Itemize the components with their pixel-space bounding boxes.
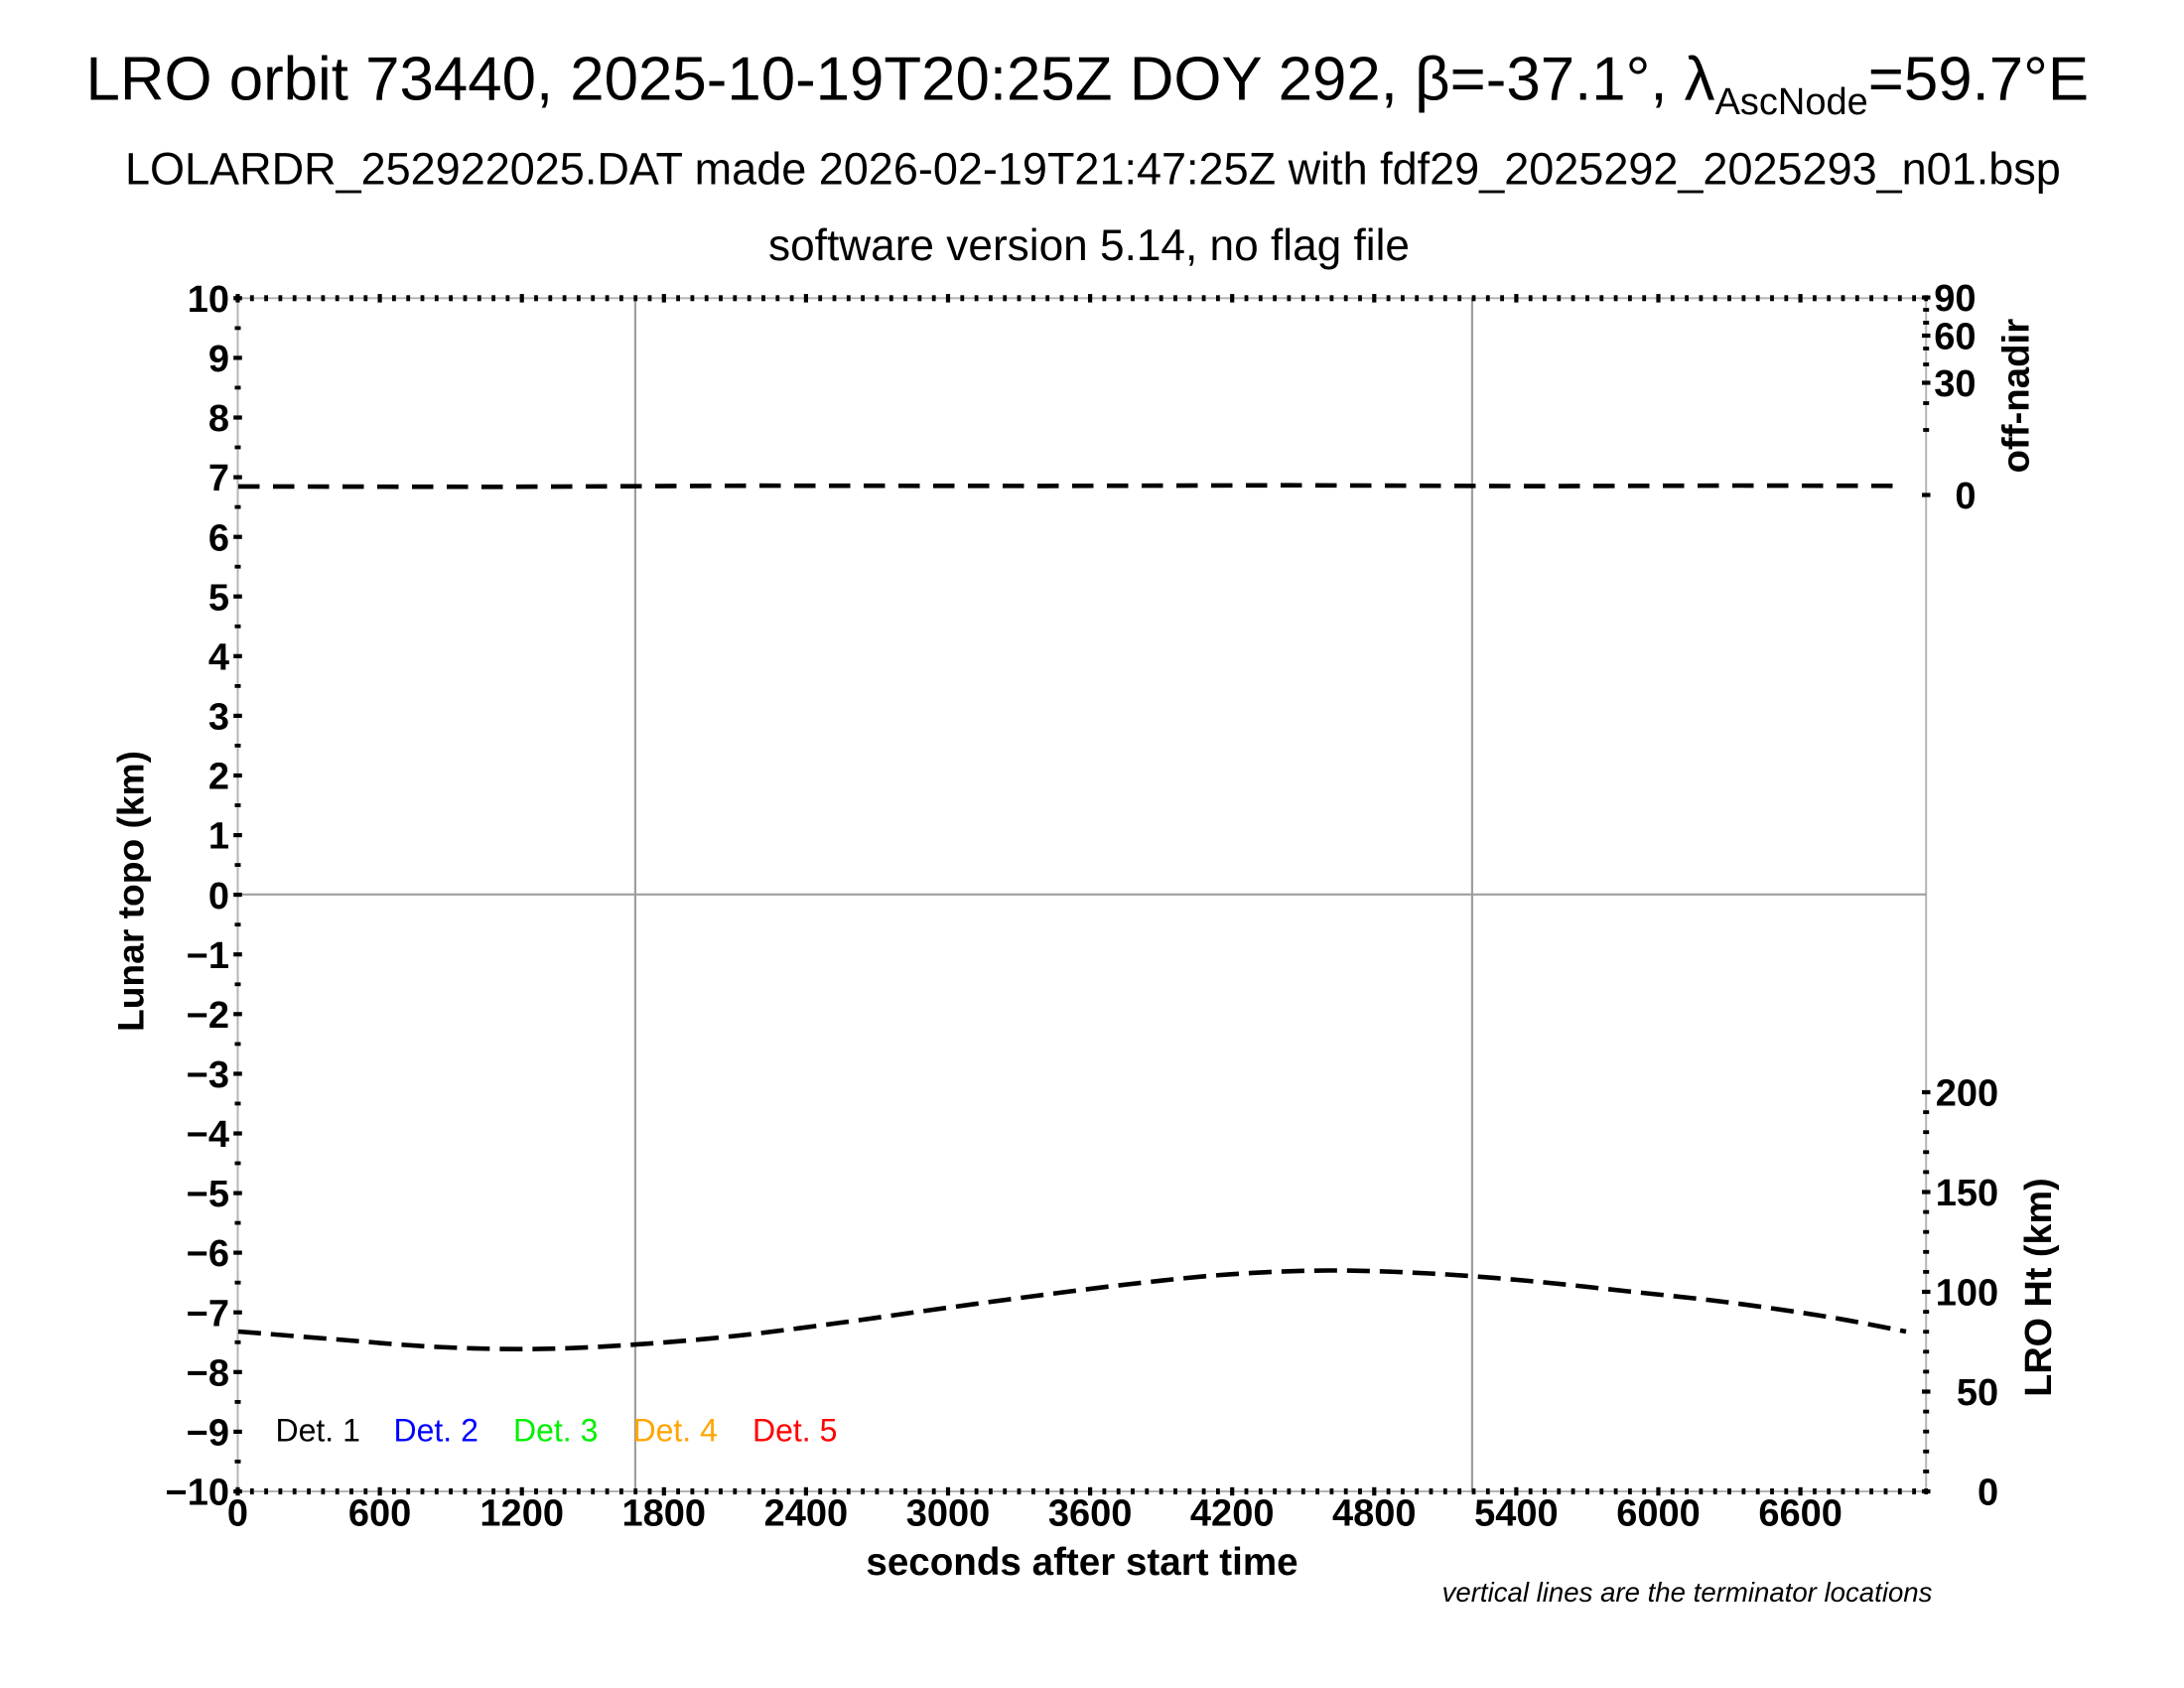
svg-text:−10: −10 [166,1473,229,1514]
svg-text:Det. 5: Det. 5 [752,1413,837,1449]
svg-text:4: 4 [208,636,229,678]
svg-text:−8: −8 [187,1352,229,1394]
svg-text:10: 10 [188,279,229,321]
svg-text:4200: 4200 [1190,1492,1275,1534]
svg-text:4800: 4800 [1332,1492,1417,1534]
svg-text:3: 3 [208,697,229,739]
svg-text:−1: −1 [187,935,229,977]
svg-text:90: 90 [1934,278,1976,320]
svg-text:seconds after start time: seconds after start time [866,1541,1297,1584]
svg-text:software version 5.14, no flag: software version 5.14, no flag file [768,221,1410,270]
svg-text:60: 60 [1934,317,1976,358]
svg-text:−2: −2 [187,995,229,1037]
svg-text:−4: −4 [187,1114,229,1156]
svg-text:Det. 4: Det. 4 [633,1413,718,1449]
svg-text:Det. 3: Det. 3 [513,1413,598,1449]
svg-text:100: 100 [1936,1273,1998,1315]
svg-text:Det. 1: Det. 1 [276,1413,360,1449]
svg-text:LOLARDR_252922025.DAT made 202: LOLARDR_252922025.DAT made 2026-02-19T21… [125,143,2061,194]
svg-text:3600: 3600 [1048,1492,1133,1534]
svg-text:200: 200 [1936,1073,1998,1115]
svg-text:1800: 1800 [622,1492,707,1534]
svg-text:off-nadir: off-nadir [1995,319,2038,474]
svg-text:6600: 6600 [1758,1492,1843,1534]
svg-text:0: 0 [227,1492,248,1534]
svg-text:30: 30 [1934,363,1976,405]
svg-text:1: 1 [208,816,229,858]
svg-text:1200: 1200 [479,1492,564,1534]
svg-text:0: 0 [208,876,229,917]
svg-text:LRO Ht (km): LRO Ht (km) [2018,1178,2060,1396]
svg-text:2400: 2400 [764,1492,849,1534]
svg-text:3000: 3000 [906,1492,991,1534]
svg-text:600: 600 [348,1492,411,1534]
svg-text:8: 8 [208,398,229,440]
svg-text:150: 150 [1936,1173,1998,1214]
svg-text:0: 0 [1955,476,1976,517]
svg-text:6000: 6000 [1616,1492,1701,1534]
svg-text:5: 5 [208,577,229,619]
svg-text:Det. 2: Det. 2 [394,1413,478,1449]
svg-text:0: 0 [1978,1473,1998,1514]
svg-text:−7: −7 [187,1293,229,1335]
svg-text:vertical lines are the termina: vertical lines are the terminator locati… [1442,1577,1933,1608]
svg-text:6: 6 [208,517,229,559]
svg-text:9: 9 [208,339,229,380]
svg-text:−3: −3 [187,1055,229,1096]
svg-text:50: 50 [1957,1372,1998,1414]
svg-text:−9: −9 [187,1413,229,1455]
svg-text:−5: −5 [187,1174,229,1215]
svg-text:5400: 5400 [1474,1492,1559,1534]
svg-text:−6: −6 [187,1233,229,1275]
svg-text:2: 2 [208,757,229,798]
svg-text:Lunar topo (km): Lunar topo (km) [110,751,152,1032]
svg-text:7: 7 [208,458,229,499]
